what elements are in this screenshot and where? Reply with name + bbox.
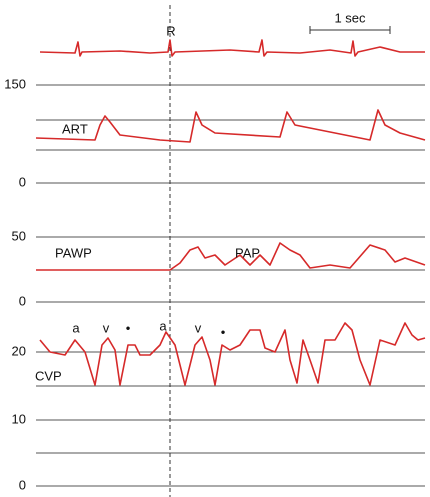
grid [36, 84, 425, 487]
axis-label: 0 [19, 477, 26, 492]
scale-label: 1 sec [334, 10, 366, 25]
art-trace [35, 109, 426, 143]
axis-label: 0 [19, 293, 26, 308]
axis-label: 20 [12, 343, 26, 358]
pap-trace [36, 242, 426, 271]
trace-label: ART [62, 121, 88, 136]
wave-label: v [103, 320, 110, 335]
axis-label: 10 [12, 411, 26, 426]
wave-label: a [72, 320, 80, 335]
trace-label: PAWP [55, 245, 92, 260]
wave-label: a [159, 318, 167, 333]
wave-label: • [126, 320, 131, 335]
trace-label: CVP [35, 368, 62, 383]
wave-label: v [195, 320, 202, 335]
cvp-trace [39, 322, 426, 386]
axis-label: 50 [12, 228, 26, 243]
axis-label: 0 [19, 174, 26, 189]
wave-label: • [221, 324, 226, 339]
scale-bar: 1 sec [309, 10, 391, 34]
trace-label: PAP [235, 245, 260, 260]
axis-label: 150 [4, 76, 26, 91]
ecg-trace [39, 39, 425, 57]
marker-label: R [166, 23, 175, 38]
